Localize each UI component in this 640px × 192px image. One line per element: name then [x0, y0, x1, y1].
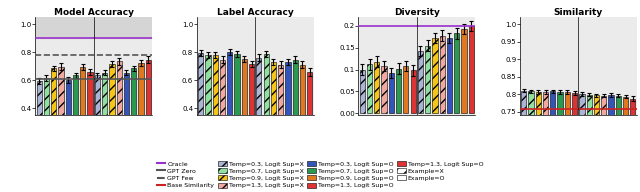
Bar	[35, 17, 152, 38]
Bar	[587, 95, 592, 192]
Bar	[242, 59, 247, 164]
Bar	[212, 55, 218, 164]
Bar	[205, 55, 211, 164]
Bar	[418, 51, 423, 113]
Bar	[300, 65, 305, 164]
Bar	[227, 52, 232, 164]
Title: Label Accuracy: Label Accuracy	[217, 7, 294, 17]
Bar	[557, 92, 563, 192]
Bar	[468, 26, 474, 113]
Bar	[623, 97, 628, 192]
Bar	[550, 91, 556, 192]
Bar	[529, 91, 534, 192]
Bar	[425, 46, 430, 113]
Bar	[278, 65, 284, 164]
Bar	[131, 68, 136, 164]
Bar	[572, 93, 577, 192]
Title: Model Accuracy: Model Accuracy	[54, 7, 134, 17]
Bar	[116, 61, 122, 164]
Bar	[271, 62, 276, 164]
Bar	[454, 33, 460, 113]
Bar	[381, 66, 387, 113]
Bar	[73, 75, 78, 164]
Bar	[285, 62, 291, 164]
Bar	[95, 75, 100, 164]
Bar	[88, 72, 93, 164]
Bar	[601, 96, 606, 192]
Bar	[579, 94, 584, 192]
Bar	[51, 68, 56, 164]
Bar	[307, 72, 312, 164]
Bar	[36, 81, 42, 164]
Bar	[594, 95, 599, 192]
Bar	[124, 73, 129, 164]
Bar	[396, 69, 401, 113]
Bar	[44, 78, 49, 164]
Bar	[630, 99, 636, 192]
Bar	[609, 95, 614, 192]
Legend: Oracle, GPT Zero, GPT Few, Base Similarity, Temp=0.3, Logit Sup=X, Temp=0.7, Log: Oracle, GPT Zero, GPT Few, Base Similari…	[156, 160, 484, 189]
Bar	[109, 64, 115, 164]
Bar	[264, 54, 269, 164]
Title: Diversity: Diversity	[394, 7, 440, 17]
Bar	[616, 96, 621, 192]
Title: Similarity: Similarity	[554, 7, 603, 17]
Bar	[374, 62, 380, 113]
Bar	[66, 80, 71, 164]
Bar	[220, 60, 225, 164]
Bar	[146, 60, 151, 164]
Bar	[440, 36, 445, 113]
Bar	[410, 70, 416, 113]
Bar	[521, 91, 526, 192]
Bar	[249, 64, 254, 164]
Bar	[543, 92, 548, 192]
Bar	[403, 66, 408, 113]
Bar	[388, 73, 394, 113]
Bar	[292, 60, 298, 164]
Bar	[536, 92, 541, 192]
Bar	[367, 64, 372, 113]
Bar	[360, 70, 365, 113]
Bar	[447, 38, 452, 113]
Bar	[102, 73, 108, 164]
Bar	[58, 67, 63, 164]
Bar	[461, 29, 467, 113]
Bar	[234, 54, 240, 164]
Bar	[256, 58, 262, 164]
Bar	[432, 38, 438, 113]
Bar	[564, 92, 570, 192]
Bar	[198, 53, 204, 164]
Bar	[80, 67, 85, 164]
Bar	[138, 63, 143, 164]
